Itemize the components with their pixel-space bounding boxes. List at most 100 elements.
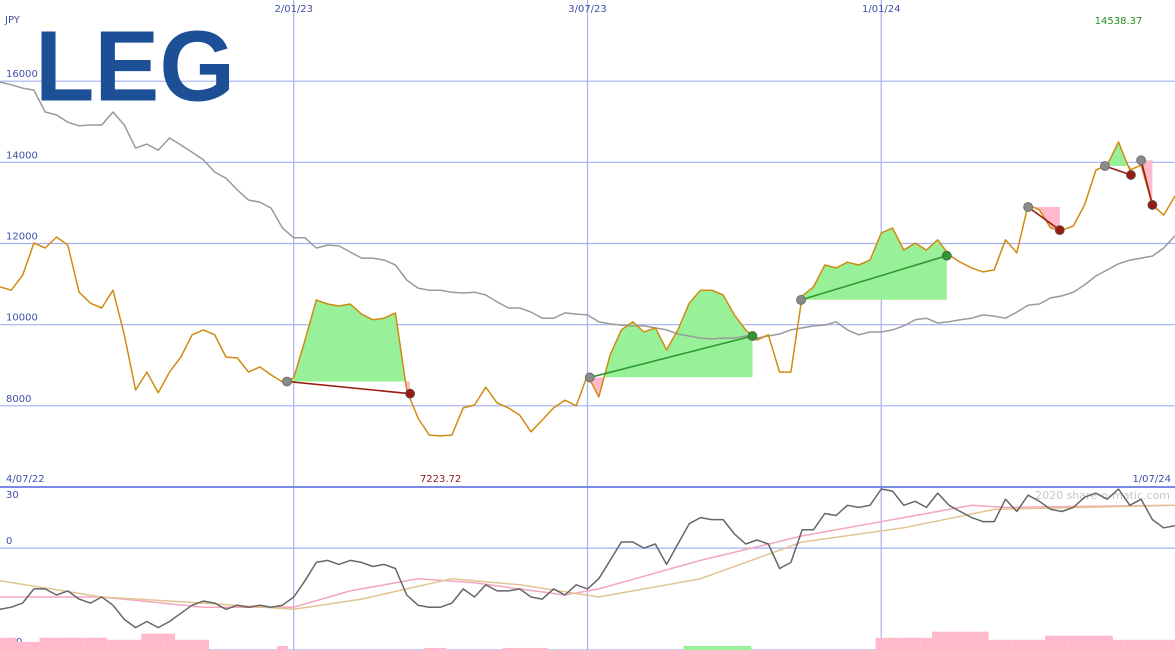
histogram-bar	[875, 637, 887, 650]
histogram-bar	[502, 647, 515, 650]
histogram-bar	[1067, 635, 1079, 650]
unit-label: JPY	[4, 15, 21, 26]
trade-entry	[584, 372, 595, 383]
y-tick-label: 16000	[6, 69, 38, 80]
histogram-bar	[152, 633, 164, 650]
histogram-bar	[514, 647, 526, 650]
histogram-bar	[683, 645, 695, 650]
histogram-bar	[988, 639, 1000, 650]
oscillator-line	[0, 488, 1175, 629]
max-label: 14538.37	[1095, 16, 1143, 27]
histogram-bar	[1169, 639, 1175, 650]
histogram-bar	[1033, 639, 1046, 650]
histogram-bar	[536, 647, 548, 650]
trade-gain-area	[589, 290, 753, 378]
histogram-bar	[0, 637, 6, 650]
trade-exit	[747, 331, 758, 341]
histogram-bar	[434, 647, 447, 650]
trade-exit	[1054, 225, 1065, 236]
trade-line	[286, 380, 411, 395]
histogram-bar	[717, 645, 729, 650]
histogram-bar	[1045, 635, 1057, 650]
trade-gain-area	[287, 299, 406, 382]
trade-gain-area	[1105, 142, 1129, 166]
trade-exit	[941, 250, 952, 261]
histogram-bar	[163, 633, 176, 650]
histogram-bar	[694, 645, 707, 650]
trade-entry	[1023, 202, 1034, 212]
watermark: 2020 share-o-matic.com	[1035, 489, 1170, 502]
histogram-bar	[525, 647, 537, 650]
x-range-label: 1/07/24	[1132, 474, 1171, 485]
histogram-bar	[728, 645, 741, 650]
histogram-bar	[1101, 635, 1113, 650]
trade-entry	[282, 376, 292, 387]
histogram-bar	[1056, 635, 1068, 650]
histogram-bar	[1112, 639, 1125, 650]
histogram-bar	[16, 641, 29, 650]
x-range-label: 4/07/22	[6, 474, 45, 485]
x-tick-label: 2/01/23	[274, 4, 313, 15]
histogram-bar	[107, 639, 119, 650]
histogram-bar	[50, 637, 63, 650]
histogram-bar	[977, 631, 989, 650]
trade-line	[800, 254, 948, 301]
histogram-bar	[5, 637, 17, 650]
oscillator-line	[0, 504, 1175, 611]
histogram-bar	[886, 637, 899, 650]
histogram-bar	[740, 645, 752, 650]
histogram-bar	[96, 637, 108, 650]
histogram-bar	[943, 631, 955, 650]
histogram-bar	[84, 637, 97, 650]
histogram-bar	[1124, 639, 1136, 650]
histogram-bar	[276, 645, 289, 650]
histogram-bar	[909, 637, 921, 650]
y-tick-label: 0	[6, 536, 12, 547]
histogram-bar	[1022, 639, 1034, 650]
trade-exit	[1126, 170, 1136, 180]
histogram-bar	[1011, 639, 1023, 650]
trade-entry	[796, 295, 806, 305]
trade-exit	[405, 388, 416, 399]
trade-line	[1027, 206, 1061, 231]
trade-loss-area	[589, 377, 605, 397]
logo: LEG	[35, 10, 235, 122]
histogram-bar	[965, 631, 978, 650]
x-tick-label: 1/01/24	[862, 4, 901, 15]
min-label: 7223.72	[420, 474, 461, 485]
histogram-bar	[898, 637, 910, 650]
histogram-bar	[1078, 635, 1091, 650]
trade-exit	[1147, 200, 1158, 210]
y-tick-label: 12000	[6, 232, 38, 243]
histogram-bar	[920, 637, 933, 650]
histogram-bar	[141, 633, 153, 650]
histogram-bar	[954, 631, 966, 650]
histogram-bar	[1090, 635, 1102, 650]
histogram-bar	[1135, 639, 1147, 650]
histogram-bar	[423, 647, 435, 650]
histogram-bar	[129, 639, 142, 650]
x-tick-label: 3/07/23	[568, 4, 607, 15]
trade-entry	[1100, 161, 1110, 171]
y-tick-label: 8000	[6, 394, 31, 405]
trade-line	[589, 335, 753, 379]
histogram-bar	[175, 639, 187, 650]
histogram-bar	[39, 637, 51, 650]
y-tick-label: 14000	[6, 150, 38, 161]
histogram-bar	[73, 637, 85, 650]
histogram-bar	[1146, 639, 1159, 650]
histogram-bar	[999, 639, 1012, 650]
trade-entry	[1136, 155, 1147, 166]
histogram-bar	[28, 641, 40, 650]
histogram-bar	[1158, 639, 1170, 650]
histogram-bar	[186, 639, 198, 650]
histogram-bar	[706, 645, 718, 650]
trade-line	[1140, 160, 1154, 206]
y-tick-label: 10000	[6, 313, 38, 324]
histogram-bar	[118, 639, 130, 650]
y-tick-label: 30	[6, 490, 19, 501]
histogram-bar	[932, 631, 944, 650]
histogram-bar	[197, 639, 210, 650]
